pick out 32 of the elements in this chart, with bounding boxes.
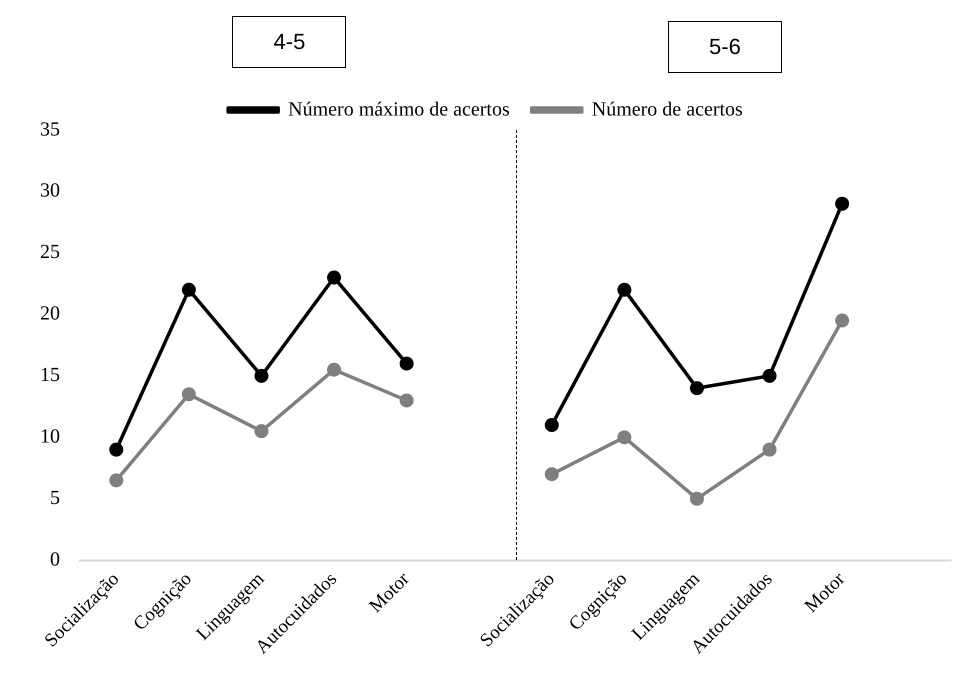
legend-label: Número máximo de acertos bbox=[288, 98, 510, 120]
point bbox=[544, 418, 559, 432]
point bbox=[690, 492, 704, 506]
point bbox=[109, 473, 124, 488]
point bbox=[182, 282, 196, 297]
y-tick-label: 15 bbox=[40, 364, 60, 386]
y-tick-label: 5 bbox=[50, 487, 60, 510]
point bbox=[254, 424, 268, 438]
point bbox=[617, 282, 632, 297]
point bbox=[617, 430, 632, 444]
point bbox=[254, 368, 268, 383]
point bbox=[835, 196, 850, 211]
text: 4-5 bbox=[232, 16, 346, 68]
point bbox=[835, 314, 850, 328]
text: 5-6 bbox=[668, 21, 782, 73]
y-tick-label: 35 bbox=[40, 118, 60, 140]
point bbox=[109, 442, 124, 457]
y-tick-label: 20 bbox=[40, 302, 60, 325]
y-tick-label: 25 bbox=[40, 241, 60, 264]
y-tick-label: 0 bbox=[50, 548, 60, 570]
point bbox=[762, 368, 777, 383]
legend-label: Número de acertos bbox=[592, 98, 744, 120]
point bbox=[327, 270, 342, 285]
point bbox=[327, 362, 342, 377]
y-tick-label: 10 bbox=[40, 426, 60, 448]
point bbox=[400, 393, 414, 408]
y-tick-label: 30 bbox=[40, 180, 60, 202]
point bbox=[762, 442, 777, 457]
point bbox=[544, 467, 559, 482]
point bbox=[400, 356, 414, 371]
point bbox=[182, 387, 196, 402]
point bbox=[690, 381, 704, 396]
